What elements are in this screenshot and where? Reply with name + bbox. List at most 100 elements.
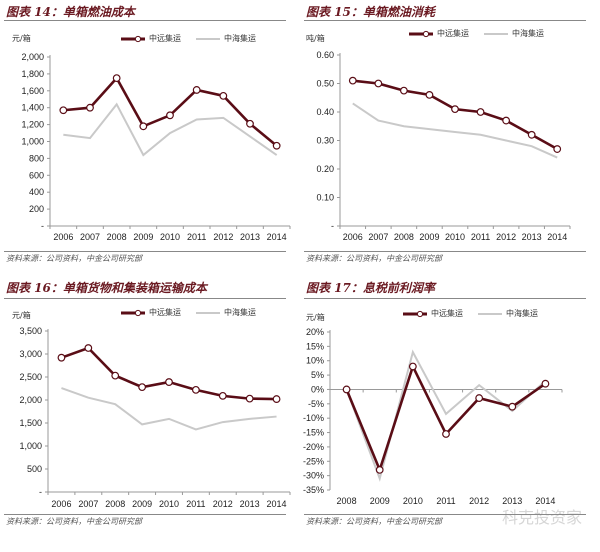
x-tick-label: 2011	[187, 232, 206, 242]
x-tick-label: 2007	[78, 499, 98, 509]
legend-swatch-line	[484, 32, 508, 35]
data-point	[112, 74, 121, 83]
x-tick-label: 2008	[105, 499, 125, 509]
y-tick-label: 3,500	[19, 326, 42, 336]
x-tick-label: 2007	[80, 232, 100, 242]
x-tick-label: 2006	[343, 232, 363, 242]
y-tick-label: 400	[29, 187, 44, 197]
x-tick-label: 2008	[394, 232, 414, 242]
legend-swatch-line	[196, 311, 220, 314]
y-tick-label: -30%	[303, 471, 324, 481]
series-line-cscl	[352, 102, 558, 159]
chart-title: 图表 14：单箱燃油成本	[6, 5, 135, 19]
legend: 中远集运 中海集运	[120, 307, 256, 318]
data-point	[272, 141, 281, 150]
data-point	[425, 90, 434, 99]
y-tick-label: 2,000	[19, 395, 42, 405]
x-tick-label: 2011	[186, 499, 205, 509]
x-tick-label: 2009	[419, 232, 439, 242]
chart-panel: 图表 15：单箱燃油消耗 资料来源：公司资料，中金公司研究部 吨/箱 中远集运 中海集运…	[300, 0, 600, 276]
y-tick-label: 0%	[311, 384, 324, 394]
series-line-cosco	[352, 79, 558, 151]
x-tick-label: 2011	[436, 496, 455, 506]
legend-swatch-marker-line	[121, 35, 145, 42]
chart-title: 图表 15：单箱燃油消耗	[306, 5, 435, 19]
y-tick-label: -35%	[303, 485, 324, 495]
data-point	[57, 353, 66, 362]
title-divider	[304, 298, 586, 299]
y-tick-label: 1,600	[21, 86, 44, 96]
legend: 中远集运 中海集运	[408, 28, 544, 39]
y-tick-label: 0.30	[316, 136, 334, 146]
legend-item: 中海集运	[195, 33, 256, 44]
y-tick-label: 5%	[311, 370, 324, 380]
data-point	[451, 105, 459, 114]
x-tick-label: 2006	[53, 232, 73, 242]
y-unit-label: 元/箱	[12, 34, 31, 43]
data-point	[442, 430, 450, 438]
x-tick-label: 2009	[132, 499, 152, 509]
y-tick-label: 1,000	[19, 441, 42, 451]
x-tick-label: 2010	[159, 499, 179, 509]
legend-swatch-marker-line	[409, 30, 433, 37]
x-tick-label: 2009	[370, 496, 390, 506]
y-tick-label: 600	[29, 170, 44, 180]
y-tick-label: 1,200	[21, 120, 44, 130]
data-point	[246, 119, 254, 128]
chart-panel: 图表 16：单箱货物和集装箱运输成本 资料来源：公司资料，中金公司研究部 元/箱 中远…	[0, 276, 300, 552]
x-tick-label: 2010	[445, 232, 465, 242]
x-tick-label: 2012	[496, 232, 516, 242]
x-tick-label: 2010	[403, 496, 423, 506]
y-tick-label: 800	[29, 153, 44, 163]
legend-swatch-marker-line	[403, 310, 427, 317]
data-point	[272, 395, 281, 403]
legend: 中远集运 中海集运	[402, 308, 538, 319]
chart-panel: 图表 14：单箱燃油成本资料来源：公司资料，中金公司研究部 元/箱 中远集运 中海集运…	[0, 0, 300, 276]
data-point	[541, 379, 550, 388]
x-tick-label: 2007	[368, 232, 388, 242]
legend-label: 中海集运	[224, 34, 256, 43]
source-note: 资料来源：公司资料，中金公司研究部	[306, 517, 442, 526]
legend-label: 中远集运	[431, 309, 463, 318]
x-tick-label: 2012	[213, 232, 233, 242]
title-divider	[4, 298, 286, 299]
y-tick-label: -5%	[308, 399, 324, 409]
chart-panel: 图表 17：息税前利润率资料来源：公司资料，中金公司研究部 元/箱 中远集运 中海集运…	[300, 276, 600, 552]
source-divider	[4, 251, 286, 252]
y-tick-label: 15%	[306, 341, 324, 351]
y-tick-label: -	[331, 221, 334, 231]
chart-title: 图表 17：息税前利润率	[306, 281, 435, 295]
x-tick-label: 2014	[547, 232, 567, 242]
source-note: 资料来源：公司资料，中金公司研究部	[6, 254, 142, 263]
data-point	[59, 106, 68, 115]
title-divider	[4, 20, 286, 21]
legend-item: 中海集运	[477, 308, 538, 319]
x-tick-label: 2009	[133, 232, 153, 242]
legend-item: 中海集运	[195, 307, 256, 318]
data-point	[165, 378, 173, 386]
x-tick-label: 2008	[107, 232, 127, 242]
plot-area: - 0.10 0.20 0.30 0.40 0.50 0.60 2006 2007 2008 200…	[316, 50, 571, 242]
x-tick-label: 2013	[240, 232, 260, 242]
legend: 中远集运 中海集运	[120, 33, 256, 44]
legend-swatch-marker-line	[121, 309, 145, 316]
data-point	[192, 86, 201, 94]
source-note: 资料来源：公司资料，中金公司研究部	[6, 517, 142, 526]
data-point	[219, 91, 228, 100]
data-point	[374, 79, 383, 88]
y-tick-label: 2,500	[19, 372, 42, 382]
plot-area: -35% -30% -25% -20% -15% -10% -5% 0% 5% 10% 15% 20%…	[303, 327, 563, 506]
source-divider	[304, 251, 586, 252]
data-point	[86, 103, 94, 112]
title-divider	[304, 20, 586, 21]
y-unit-label: 元/箱	[306, 313, 325, 322]
data-point	[375, 465, 384, 474]
data-point	[408, 362, 417, 371]
plot-area: - 200 400 600 800 1,000 1,200 1,400 1,600 1,800 2,…	[21, 52, 291, 242]
series-line-cosco	[345, 363, 547, 474]
y-tick-label: 20%	[306, 327, 324, 337]
y-tick-label: 10%	[306, 356, 324, 366]
x-tick-label: 2013	[522, 232, 542, 242]
data-point	[138, 383, 147, 392]
y-tick-label: 0.10	[316, 193, 334, 203]
